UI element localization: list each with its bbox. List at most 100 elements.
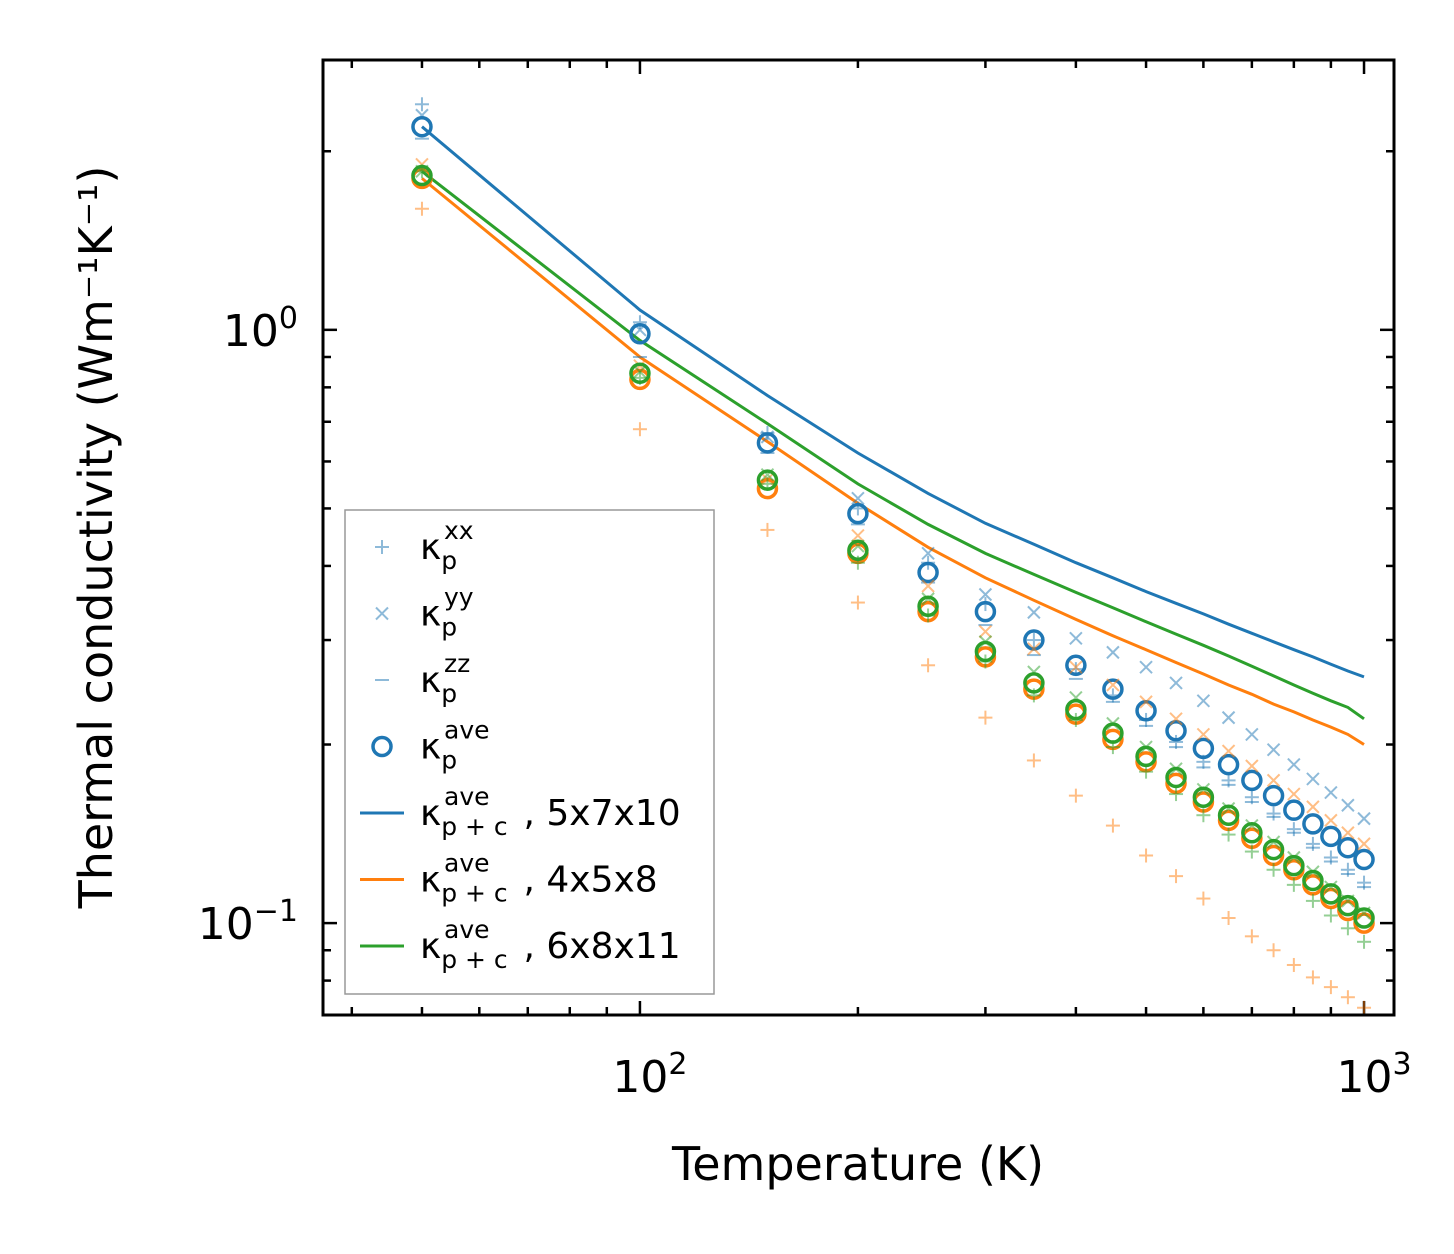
y-tick-label-0.1: 10−1 (198, 894, 298, 950)
point-kave_blue-600 (1192, 737, 1215, 760)
point-kave_green-850 (1302, 869, 1324, 892)
point-kyy_orange-1000 (1357, 837, 1371, 851)
legend-label: κpave (420, 716, 490, 775)
point-kave_green-400 (1065, 698, 1087, 721)
point-kyy_blue-700 (1245, 727, 1259, 742)
point-kave_green-350 (1023, 672, 1045, 694)
point-kyy_blue-300 (978, 587, 993, 602)
point-kave_blue-550 (1165, 719, 1187, 742)
point-kave_blue-900 (1320, 825, 1342, 848)
point-kave_blue-400 (1065, 654, 1087, 677)
line-kpc_4x5x8 (421, 177, 1365, 746)
point-kyy_orange-800 (1287, 787, 1301, 801)
point-kxx_orange-150 (760, 522, 775, 537)
point-kyy_orange-750 (1266, 773, 1281, 788)
legend-entry-2: κpzz (375, 649, 470, 708)
point-kyy_blue-500 (1139, 660, 1153, 674)
legend-label: κpzz (420, 649, 470, 708)
point-kave_green-750 (1262, 838, 1285, 861)
point-kyy_blue-850 (1306, 772, 1320, 786)
point-kxx_blue-100 (632, 315, 647, 330)
point-kave_green-1000 (1353, 907, 1375, 929)
legend-label: κp + cave, 5x7x10 (420, 782, 681, 841)
legend-entry-3: κpave (371, 716, 490, 775)
point-kave_blue-950 (1337, 836, 1359, 859)
legend-entry-4: κp + cave, 5x7x10 (360, 782, 681, 841)
point-kyy_blue-1000 (1357, 811, 1371, 826)
point-kxx_blue-750 (1266, 806, 1281, 821)
point-kave_green-700 (1241, 822, 1263, 844)
point-kave_green-100 (629, 362, 651, 384)
point-kxx_green-850 (1305, 893, 1320, 908)
point-kxx_orange-900 (1323, 980, 1338, 995)
point-kyy_blue-650 (1221, 710, 1236, 725)
point-kave_blue-450 (1102, 678, 1124, 700)
point-kxx_green-650 (1221, 827, 1236, 842)
legend-entry-6: κp + cave, 6x8x11 (360, 915, 681, 974)
x-tick-label-100: 102 (612, 1047, 687, 1103)
point-kave_green-300 (974, 640, 997, 663)
x-tick-label-1000: 103 (1336, 1047, 1411, 1103)
point-kxx_green-550 (1169, 787, 1184, 802)
point-kave_green-600 (1192, 786, 1215, 808)
point-kave_green-550 (1165, 766, 1187, 789)
point-kxx_blue-50 (414, 97, 429, 112)
point-kxx_orange-750 (1266, 943, 1281, 958)
point-kave_green-200 (847, 539, 869, 562)
point-kave_green-800 (1283, 854, 1305, 877)
point-kyy_orange-200 (851, 528, 865, 543)
point-kxx_orange-850 (1305, 970, 1320, 985)
plot-frame (321, 58, 1396, 1017)
point-kyy_orange-700 (1245, 759, 1259, 773)
line-kpc_6x8x11 (421, 170, 1365, 721)
point-kyy_orange-350 (1027, 642, 1041, 656)
series-kave_blue (411, 115, 1375, 871)
series-kyy_orange (415, 157, 1371, 851)
legend-entry-5: κp + cave, 4x5x8 (360, 849, 658, 908)
point-kave_green-900 (1320, 883, 1342, 905)
point-kxx_orange-950 (1340, 990, 1355, 1005)
legend-x-symbol (375, 606, 389, 621)
point-kxx_green-700 (1244, 844, 1259, 859)
legend-entry-0: κpxx (375, 516, 474, 575)
series-kxx_orange (414, 201, 1372, 1015)
point-kxx_orange-1000 (1357, 1000, 1372, 1015)
point-kxx_orange-50 (414, 201, 429, 216)
y-tick-label-1: 100 (223, 301, 298, 357)
legend-label: κp + cave, 6x8x11 (420, 915, 681, 974)
point-kxx_orange-650 (1221, 911, 1236, 926)
series-kave_green (411, 164, 1375, 929)
x-axis-label: Temperature (K) (671, 1137, 1044, 1191)
point-kxx_orange-250 (921, 658, 936, 673)
point-kyy_blue-350 (1027, 605, 1041, 620)
point-kxx_green-950 (1340, 921, 1355, 936)
point-kave_blue-100 (629, 322, 651, 345)
point-kave_green-650 (1217, 804, 1240, 826)
point-kave_green-250 (917, 595, 939, 618)
point-kyy_blue-450 (1106, 645, 1120, 660)
point-kyy_orange-250 (921, 579, 935, 593)
point-kxx_orange-300 (978, 710, 993, 725)
point-kave_blue-850 (1302, 813, 1324, 835)
point-kave_blue-1000 (1353, 848, 1375, 871)
point-kyy_orange-500 (1139, 695, 1153, 709)
legend-frame (344, 509, 715, 995)
series-points (411, 97, 1375, 1015)
point-kyy_orange-400 (1069, 660, 1083, 674)
point-kave_blue-50 (411, 115, 433, 138)
point-kave_blue-200 (847, 502, 869, 525)
point-kyy_blue-200 (851, 491, 865, 506)
point-kyy_blue-550 (1169, 676, 1183, 690)
point-kxx_orange-100 (632, 422, 647, 437)
point-kxx_orange-800 (1286, 957, 1301, 972)
legend-plus-symbol (375, 540, 389, 554)
point-kyy_orange-450 (1106, 678, 1120, 692)
point-kave_blue-800 (1283, 799, 1305, 821)
point-kyy_blue-900 (1324, 785, 1338, 800)
point-kyy_green-100 (633, 365, 647, 379)
point-kave_blue-300 (974, 600, 997, 623)
point-kyy_blue-400 (1069, 631, 1083, 646)
point-kxx_orange-400 (1068, 788, 1083, 803)
point-kxx_orange-600 (1196, 891, 1211, 906)
point-kyy_orange-600 (1196, 727, 1211, 742)
